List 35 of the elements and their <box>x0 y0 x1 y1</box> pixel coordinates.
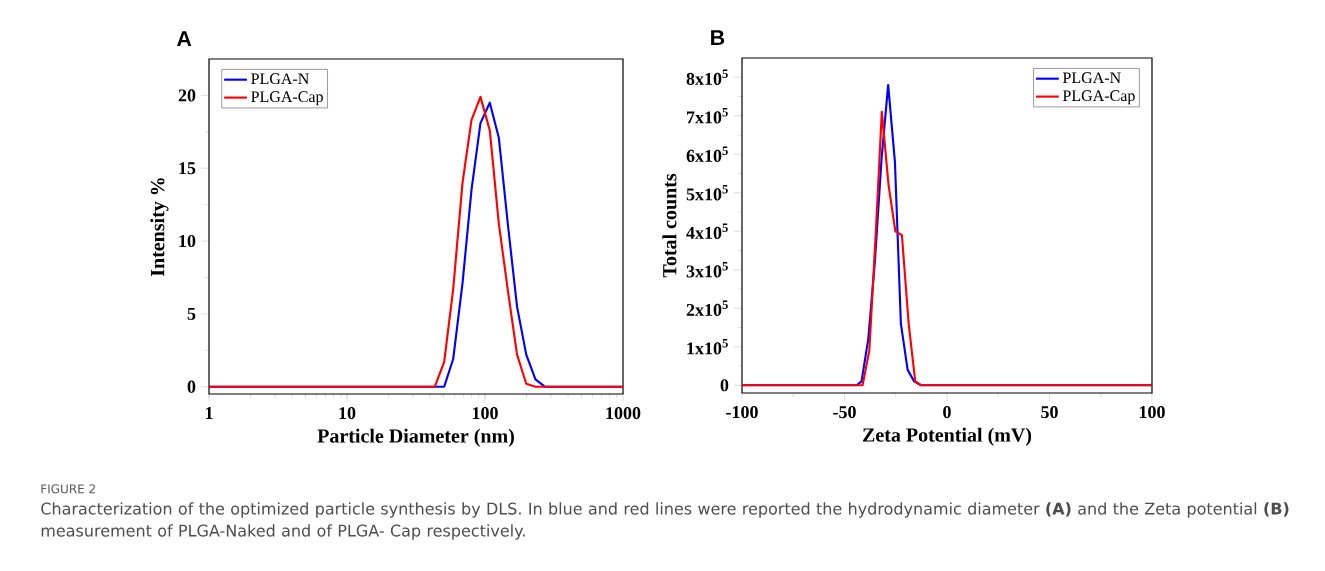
chart-title: A <box>176 31 192 46</box>
legend-label: PLGA-N <box>1062 72 1121 84</box>
y-axis-title: Intensity % <box>150 178 169 277</box>
caption: FIGURE 2 <box>41 484 95 494</box>
x-tick-label: 50 <box>1041 406 1058 419</box>
y-tick-label: 10 <box>179 234 196 248</box>
legend-label: PLGA-Cap <box>251 91 323 106</box>
x-tick-label: 1000 <box>606 407 641 420</box>
x-axis-title: Particle Diameter (nm) <box>317 428 514 447</box>
y-tick-label: 7x10$^{5}$ <box>687 108 728 124</box>
x-tick-label: 10 <box>339 407 356 420</box>
y-tick-label: 20 <box>178 89 196 102</box>
chart-title: B <box>711 30 725 45</box>
y-tick-label: 4x10$^{5}$ <box>686 223 728 239</box>
y-tick-label: 2x10$^{5}$ <box>686 300 728 316</box>
x-tick-label: -100 <box>726 406 758 419</box>
x-axis-title: Zeta Potential (mV) <box>862 427 1032 446</box>
text: Characterization of the optimized particle synthesis by DLS. In blue and red lines were reported the hydrodynamic diameter (A) and the Zeta potential (B) measurement of PLGA-Naked and of PLGA- Cap respectively. <box>41 502 1289 540</box>
x-tick-label: 1 <box>205 407 213 419</box>
y-tick-label: 8x10$^{5}$ <box>686 69 728 85</box>
legend-label: PLGA-N <box>251 73 309 85</box>
x-tick-label: 0 <box>943 406 951 419</box>
x-tick-label: -50 <box>833 406 856 419</box>
y-tick-label: 6x10$^{5}$ <box>686 146 728 162</box>
y-tick-label: 1x10$^{5}$ <box>687 339 728 355</box>
x-tick-label: 100 <box>1139 406 1165 419</box>
y-tick-label: 5 <box>187 307 196 320</box>
y-axis-title: Total counts <box>662 173 677 278</box>
x-tick-label: 100 <box>472 407 498 420</box>
legend-label: PLGA-Cap <box>1062 90 1135 105</box>
y-tick-label: 15 <box>179 162 196 175</box>
y-tick-label: 3x10$^{5}$ <box>686 262 728 278</box>
y-tick-label: 0 <box>187 380 196 393</box>
y-tick-label: 5x10$^{5}$ <box>686 185 728 201</box>
y-tick-label: 0 <box>720 379 729 392</box>
